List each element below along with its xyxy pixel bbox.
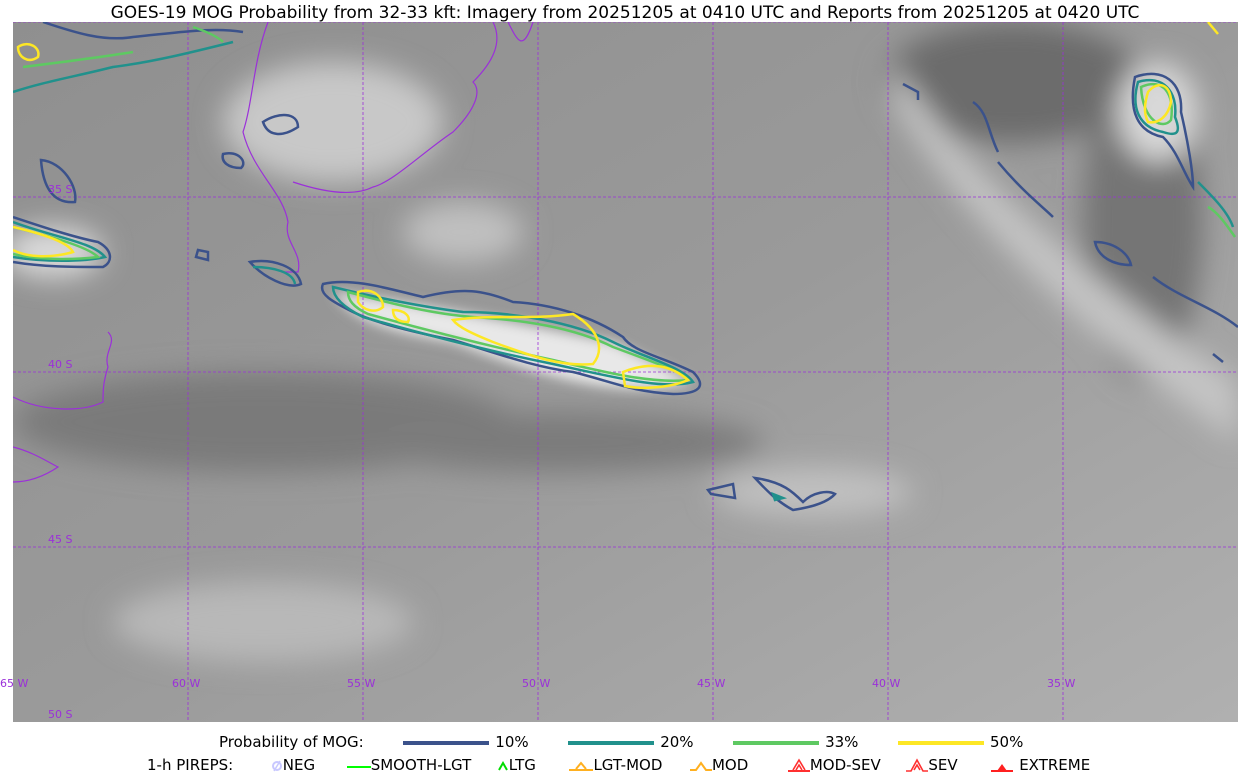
pireps-legend: 1-h PIREPS: NEG SMOOTH-LGT LTG LGT-MOD M… xyxy=(147,756,1090,774)
smooth-lgt-icon xyxy=(346,765,371,768)
legend-20-label: 20% xyxy=(660,733,694,751)
lgt-mod-label: LGT-MOD xyxy=(593,756,663,774)
smooth-lgt-label: SMOOTH-LGT xyxy=(370,756,472,774)
lon-label-60w: 60 W xyxy=(172,677,201,690)
legend-50-line xyxy=(898,740,984,745)
probability-contours xyxy=(13,22,1238,512)
lat-label-35s: 35 S xyxy=(48,183,73,196)
legend-33-label: 33% xyxy=(825,733,859,751)
lon-label-55w: 55 W xyxy=(347,677,376,690)
lon-label-45w: 45 W xyxy=(697,677,726,690)
legend-50-label: 50% xyxy=(990,733,1024,751)
neg-icon xyxy=(271,760,282,771)
extreme-label: EXTREME xyxy=(1019,756,1091,774)
mod-sev-icon xyxy=(787,757,810,772)
lon-label-35w: 35 W xyxy=(1047,677,1076,690)
mod-sev-label: MOD-SEV xyxy=(809,756,881,774)
map-title: GOES-19 MOG Probability from 32-33 kft: … xyxy=(110,3,1140,23)
lon-label-65w: 65 W xyxy=(0,677,29,690)
neg-label: NEG xyxy=(282,756,316,774)
lgt-mod-icon xyxy=(569,760,594,771)
probability-legend: Probability of MOG: 10% 20% 33% 50% xyxy=(219,733,1023,751)
lon-label-50w: 50 W xyxy=(522,677,551,690)
ltg-icon xyxy=(497,760,508,770)
lat-label-50s: 50 S xyxy=(48,708,73,721)
sev-icon xyxy=(906,757,929,772)
legend-20-line xyxy=(568,740,655,745)
mod-label: MOD xyxy=(711,756,749,774)
coastlines xyxy=(13,22,534,483)
lat-label-45s: 45 S xyxy=(48,533,73,546)
ltg-label: LTG xyxy=(508,756,536,774)
lat-label-40s: 40 S xyxy=(48,358,73,371)
satellite-map xyxy=(13,22,1238,722)
extreme-icon xyxy=(991,763,1014,772)
legend-10-label: 10% xyxy=(495,733,529,751)
sev-label: SEV xyxy=(928,756,958,774)
lon-label-40w: 40 W xyxy=(872,677,901,690)
legend-33-line xyxy=(733,740,820,745)
mod-icon xyxy=(689,760,712,771)
pireps-legend-title: 1-h PIREPS: xyxy=(147,756,234,774)
probability-legend-title: Probability of MOG: xyxy=(219,733,364,751)
legend-10-line xyxy=(403,740,490,745)
